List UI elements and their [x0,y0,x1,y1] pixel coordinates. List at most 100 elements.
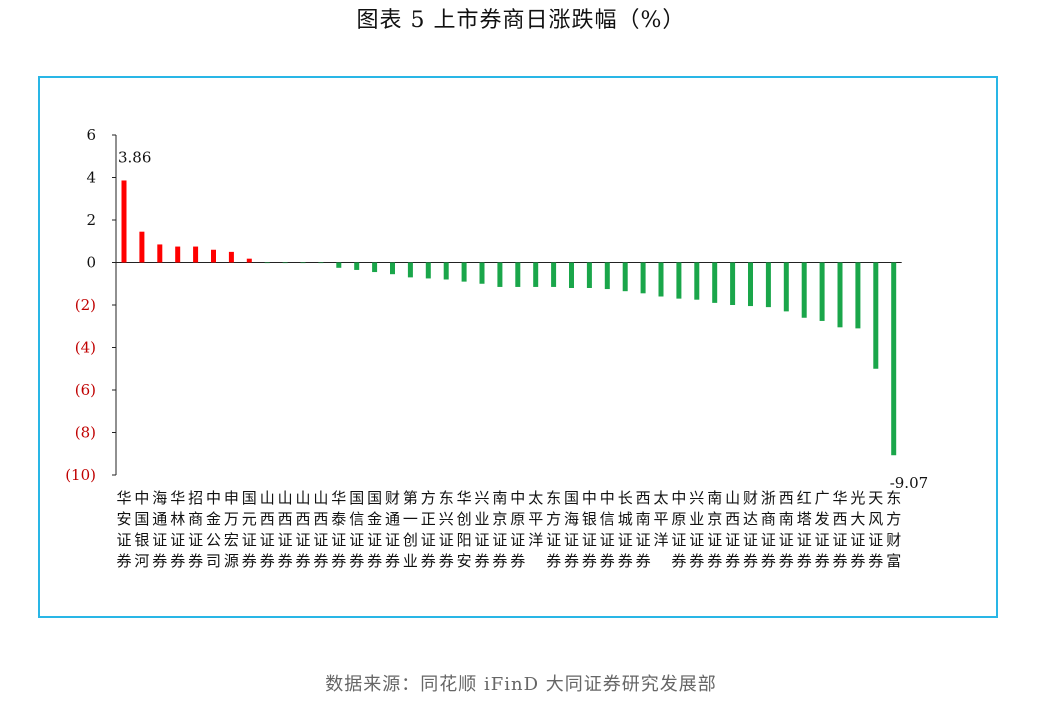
bar [712,262,718,303]
category-label: 东方证券 [546,489,561,570]
category-label: 东兴证券 [439,489,454,570]
bar [855,262,861,329]
category-label: 山西证券 [313,489,328,570]
bar [819,262,825,321]
bar [336,262,342,268]
bar [390,262,395,275]
category-label: 中国银河 [134,489,149,570]
y-tick-label: 4 [86,169,96,187]
bar [891,262,897,456]
bar [783,262,789,312]
bar [354,262,360,270]
category-label: 兴业证券 [689,489,704,570]
bar [515,262,521,287]
bar [407,262,413,278]
category-label: 国元证券 [242,489,257,570]
category-label: 红塔证券 [797,489,812,570]
bar [461,262,467,282]
category-label: 财通证券 [385,489,400,570]
bar [801,262,807,318]
category-label: 天风证券 [868,489,883,570]
category-label: 太平洋 [528,489,543,549]
bar [157,244,163,263]
bar [175,246,181,263]
category-label: 第一创业 [403,489,418,570]
category-label: 兴业证券 [474,489,489,570]
category-label: 西南证券 [779,489,794,570]
category-label: 方正证券 [421,489,436,570]
bar [586,262,592,288]
category-label: 光大证券 [850,489,865,570]
bar [425,262,431,279]
bar [228,251,234,263]
bar [318,262,324,264]
category-label: 招商证券 [188,489,203,570]
category-label: 山西证券 [278,489,293,570]
chart-frame [38,76,998,618]
bar [282,262,288,264]
category-label: 国金证券 [367,489,382,570]
y-tick-label: (8) [75,424,96,442]
bar [694,262,700,300]
category-label: 山西证券 [725,489,740,570]
category-label: 中原证券 [510,489,525,570]
category-label: 华林证券 [170,489,185,570]
category-label: 财达证券 [743,489,758,570]
bar [121,180,127,263]
category-label: 西南证券 [636,489,651,570]
category-label: 太平洋 [653,489,668,549]
bar [533,262,539,287]
chart-title: 图表 5 上市券商日涨跌幅（%） [356,8,686,33]
bar [479,262,485,284]
bar [211,249,216,263]
data-label-min: -9.07 [890,474,928,492]
bar [300,262,306,264]
bar [640,262,646,294]
bar [497,262,503,287]
source-note: 数据来源：同花顺 iFinD 大同证券研究发展部 [325,674,717,695]
bar [730,262,736,305]
category-label: 山西证券 [295,489,310,570]
category-label: 中金公司 [206,489,221,570]
category-label: 中银证券 [582,489,597,570]
category-label: 长城证券 [618,489,633,570]
bar [676,262,682,299]
bar [622,262,628,292]
bar [193,246,199,263]
category-label: 申万宏源 [224,489,239,570]
y-tick-label: 2 [86,211,96,229]
category-label: 中信证券 [600,489,615,570]
y-tick-label: 6 [86,126,96,144]
bar [658,262,664,297]
bar [873,262,879,369]
bar [443,262,449,280]
data-label-max: 3.86 [118,148,151,166]
category-label: 山西证券 [260,489,275,570]
bar [246,258,252,263]
bar [372,262,378,273]
category-label: 浙商证券 [761,489,776,570]
category-label: 南京证券 [492,489,507,570]
y-tick-label: (6) [75,381,96,399]
category-label: 华创阳安 [457,489,472,570]
y-tick-label: (2) [75,296,96,314]
category-label: 华西证券 [832,489,847,570]
bar [569,262,574,288]
category-label: 华泰证券 [331,489,346,570]
category-label: 国海证券 [564,489,579,570]
y-tick-label: 0 [86,254,96,272]
bar [264,262,270,264]
bar [139,231,145,263]
bar [765,262,771,308]
category-label: 国信证券 [349,489,364,570]
bar [837,262,843,328]
category-label: 华安证券 [116,489,131,570]
bar [551,262,557,287]
y-tick-label: (10) [65,466,96,484]
bar [748,262,753,307]
bar [604,262,610,290]
category-label: 中原证券 [671,489,686,570]
category-label: 海通证券 [152,489,167,570]
category-label: 东方财富 [886,489,901,570]
